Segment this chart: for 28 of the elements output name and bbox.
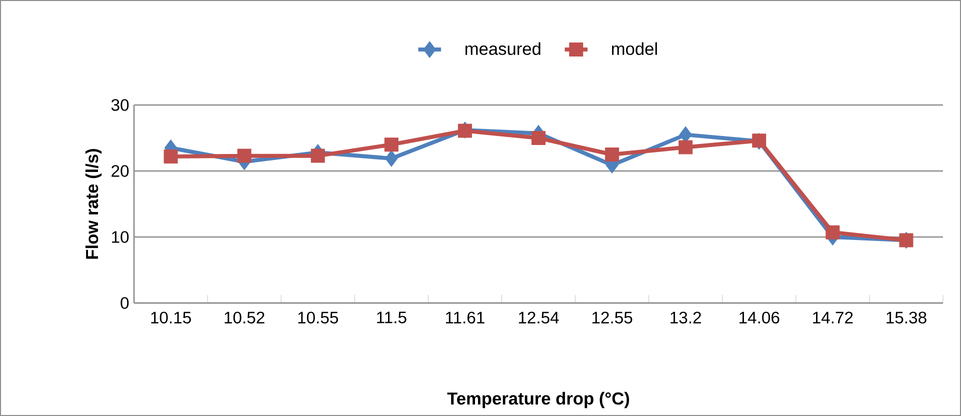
x-tick-label: 11.61 — [446, 312, 484, 324]
point — [384, 138, 398, 152]
point — [237, 148, 252, 163]
point — [678, 140, 693, 154]
x-tick-label: 14.72 — [813, 312, 853, 324]
y-tick-label: 30 — [111, 99, 129, 111]
point — [605, 147, 620, 162]
legend-label: measured — [466, 42, 540, 55]
point — [532, 130, 546, 145]
y-tick-label: 10 — [112, 231, 129, 243]
point — [310, 148, 325, 163]
x-tick-label: 10.15 — [151, 312, 191, 324]
x-tick-label: 15.38 — [886, 312, 926, 324]
x-tick-label: 11.5 — [377, 312, 406, 324]
x-tick-label: 13.2 — [670, 312, 701, 324]
x-tick-label: 10.55 — [298, 312, 338, 324]
legend-label: model — [612, 42, 657, 55]
point — [385, 150, 398, 167]
x-tick-label: 10.52 — [224, 312, 264, 324]
y-axis-title: Flow rate (l/s) — [85, 148, 102, 259]
y-tick-label: 20 — [112, 165, 129, 177]
x-tick-label: 12.54 — [518, 312, 559, 324]
x-axis-title: Temperature drop (°C) — [447, 392, 630, 408]
y-tick-label: 0 — [120, 297, 129, 309]
point — [826, 225, 840, 240]
x-tick-label: 14.06 — [740, 312, 780, 324]
point — [164, 149, 178, 164]
x-tick-label: 12.55 — [592, 312, 632, 324]
